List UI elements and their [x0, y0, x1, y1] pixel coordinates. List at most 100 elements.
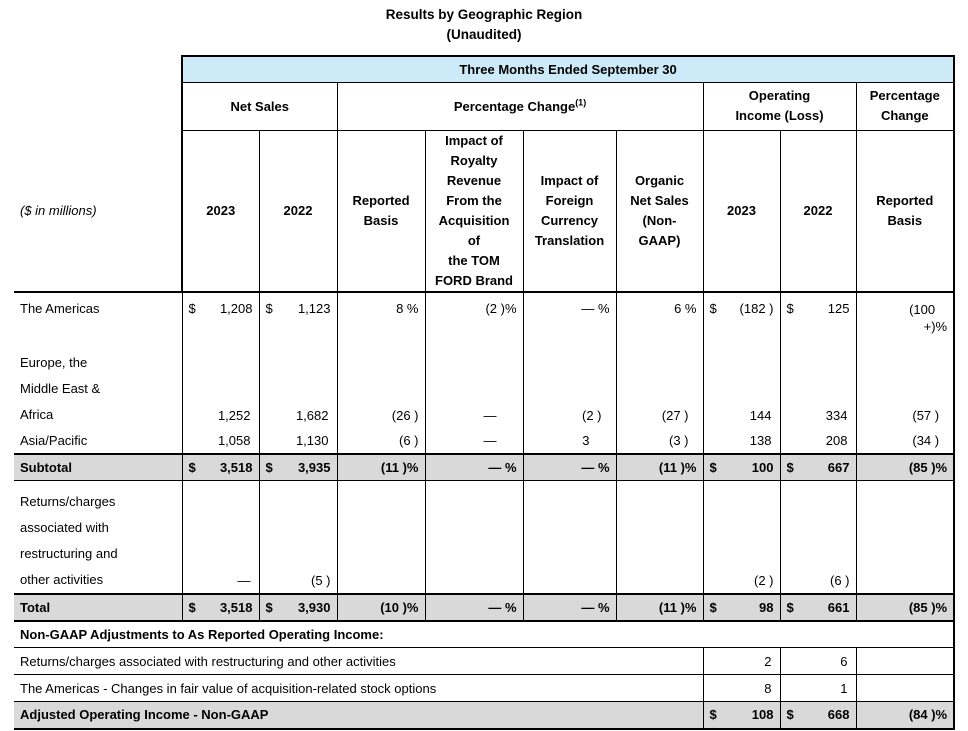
col-currency-line3: Currency [540, 212, 599, 228]
cell: 6 % [615, 292, 703, 342]
cell: (2 ) [522, 342, 616, 428]
cell: 1,058 [181, 428, 259, 454]
row-label-returns-line2: associated with [20, 519, 109, 535]
col-reported-right-line1: Reported [876, 192, 934, 208]
cell: (6 ) [336, 428, 425, 454]
cell: $3,930 [258, 592, 337, 621]
title-line-1: Results by Geographic Region [385, 7, 583, 22]
cell-value: 3,930 [297, 599, 331, 615]
dollar-sign: $ [265, 599, 273, 615]
dollar-sign: $ [709, 301, 717, 316]
row-nongaap-header: Non-GAAP Adjustments to As Reported Oper… [14, 619, 956, 648]
dollar-sign: $ [786, 707, 794, 723]
col-currency-line1: Impact of [540, 172, 599, 188]
document-title: Results by Geographic Region (Unaudited) [0, 0, 968, 45]
dollar-sign: $ [709, 707, 717, 723]
row-label-emea: Europe, the Middle East & Africa [14, 342, 182, 428]
cell: (2 ) [702, 480, 780, 594]
title-line-2: (Unaudited) [446, 27, 522, 42]
cell: 1 [779, 674, 856, 702]
row-asia-pacific: Asia/Pacific 1,058 1,130 (6 ) — 3 (3 ) 1… [14, 428, 956, 454]
cell [522, 480, 616, 594]
cell: (5 ) [258, 480, 337, 594]
dollar-sign: $ [188, 599, 196, 615]
cell: $3,518 [181, 592, 259, 621]
group-percentage-change-right: Percentage Change [855, 82, 956, 131]
cell: (10 )% [336, 592, 425, 621]
group-operating-income-line1: Operating [748, 88, 811, 103]
cell: — % [522, 592, 616, 621]
row-label-emea-line2: Middle East & [20, 381, 101, 396]
cell: 6 [779, 647, 856, 675]
cell: $661 [779, 592, 856, 621]
cell [855, 674, 956, 702]
group-header-row: Net Sales Percentage Change(1) Operating… [14, 82, 956, 131]
cell [615, 480, 703, 594]
cell-value: 3,935 [297, 459, 331, 475]
col-oi-2023: 2023 [702, 130, 780, 293]
col-organic-net-sales: Organic Net Sales (Non-GAAP) [615, 130, 703, 293]
group-percentage-change-label: Percentage Change [453, 98, 576, 114]
cell: $108 [702, 701, 780, 730]
cell: 1,682 [258, 342, 337, 428]
group-net-sales: Net Sales [181, 82, 337, 131]
cell [855, 480, 956, 594]
cell-value: 668 [827, 707, 850, 723]
cell: (34 ) [855, 428, 956, 454]
cell: (11 )% [615, 592, 703, 621]
column-header-row: ($ in millions) 2023 2022 Reported Basis… [14, 130, 956, 293]
row-label-adjusted-oi: Adjusted Operating Income - Non-GAAP [14, 701, 703, 730]
cell: 1,252 [181, 342, 259, 428]
cell-value: 661 [827, 599, 850, 615]
col-reported-basis-right: Reported Basis [855, 130, 956, 293]
cell: $125 [779, 292, 856, 342]
group-pct-right-line1: Percentage [869, 88, 940, 103]
col-organic-line1: Organic [634, 172, 685, 188]
cell: (3 ) [615, 428, 703, 454]
cell: $3,518 [181, 453, 259, 481]
col-currency-impact: Impact of Foreign Currency Translation [522, 130, 616, 293]
row-label-subtotal: Subtotal [14, 453, 182, 481]
period-header: Three Months Ended September 30 [180, 55, 956, 83]
col-organic-line3: (Non-GAAP) [638, 212, 681, 248]
dollar-sign: $ [265, 301, 273, 316]
row-returns-charges: Returns/charges associated with restruct… [14, 480, 956, 594]
row-adjusted-oi: Adjusted Operating Income - Non-GAAP $10… [14, 701, 956, 730]
cell: $1,123 [258, 292, 337, 342]
col-royalty-line7: FORD Brand [435, 272, 513, 288]
geographic-results-table: Three Months Ended September 30 Net Sale… [14, 55, 956, 730]
row-adj-americas: The Americas - Changes in fair value of … [14, 674, 956, 702]
cell: $ (182 ) [702, 292, 780, 342]
row-adj-returns: Returns/charges associated with restruct… [14, 647, 956, 675]
cell-value: 98 [759, 599, 774, 615]
cell: — % [424, 592, 523, 621]
cell-value: 1,123 [297, 301, 331, 316]
cell: (11 )% [336, 453, 425, 481]
cell: — [424, 428, 523, 454]
group-operating-income-line2: Income (Loss) [735, 108, 824, 123]
col-currency-line2: Foreign [545, 192, 594, 208]
cell: 208 [779, 428, 856, 454]
cell: $667 [779, 453, 856, 481]
cell: — [424, 342, 523, 428]
cell: 8 % [336, 292, 425, 342]
dollar-sign: $ [265, 459, 273, 475]
row-label-returns-line1: Returns/charges [20, 493, 116, 509]
cell [855, 647, 956, 675]
col-currency-line4: Translation [534, 232, 605, 248]
cell: $3,935 [258, 453, 337, 481]
row-label-returns-charges: Returns/charges associated with restruct… [14, 480, 182, 594]
row-label-adj-americas: The Americas - Changes in fair value of … [14, 674, 703, 702]
row-label-emea-line1: Europe, the [20, 355, 88, 370]
cell: (6 ) [779, 480, 856, 594]
cell-value: 108 [751, 707, 774, 723]
cell-value: (100 [909, 302, 936, 317]
col-net-sales-2023: 2023 [181, 130, 259, 293]
cell-value: 667 [827, 459, 850, 475]
nongaap-section-header: Non-GAAP Adjustments to As Reported Oper… [14, 619, 956, 648]
cell: (57 ) [855, 342, 956, 428]
cell: $668 [779, 701, 856, 730]
cell: 144 [702, 342, 780, 428]
group-percentage-change: Percentage Change(1) [336, 82, 703, 131]
cell-value: 1,208 [219, 301, 253, 316]
